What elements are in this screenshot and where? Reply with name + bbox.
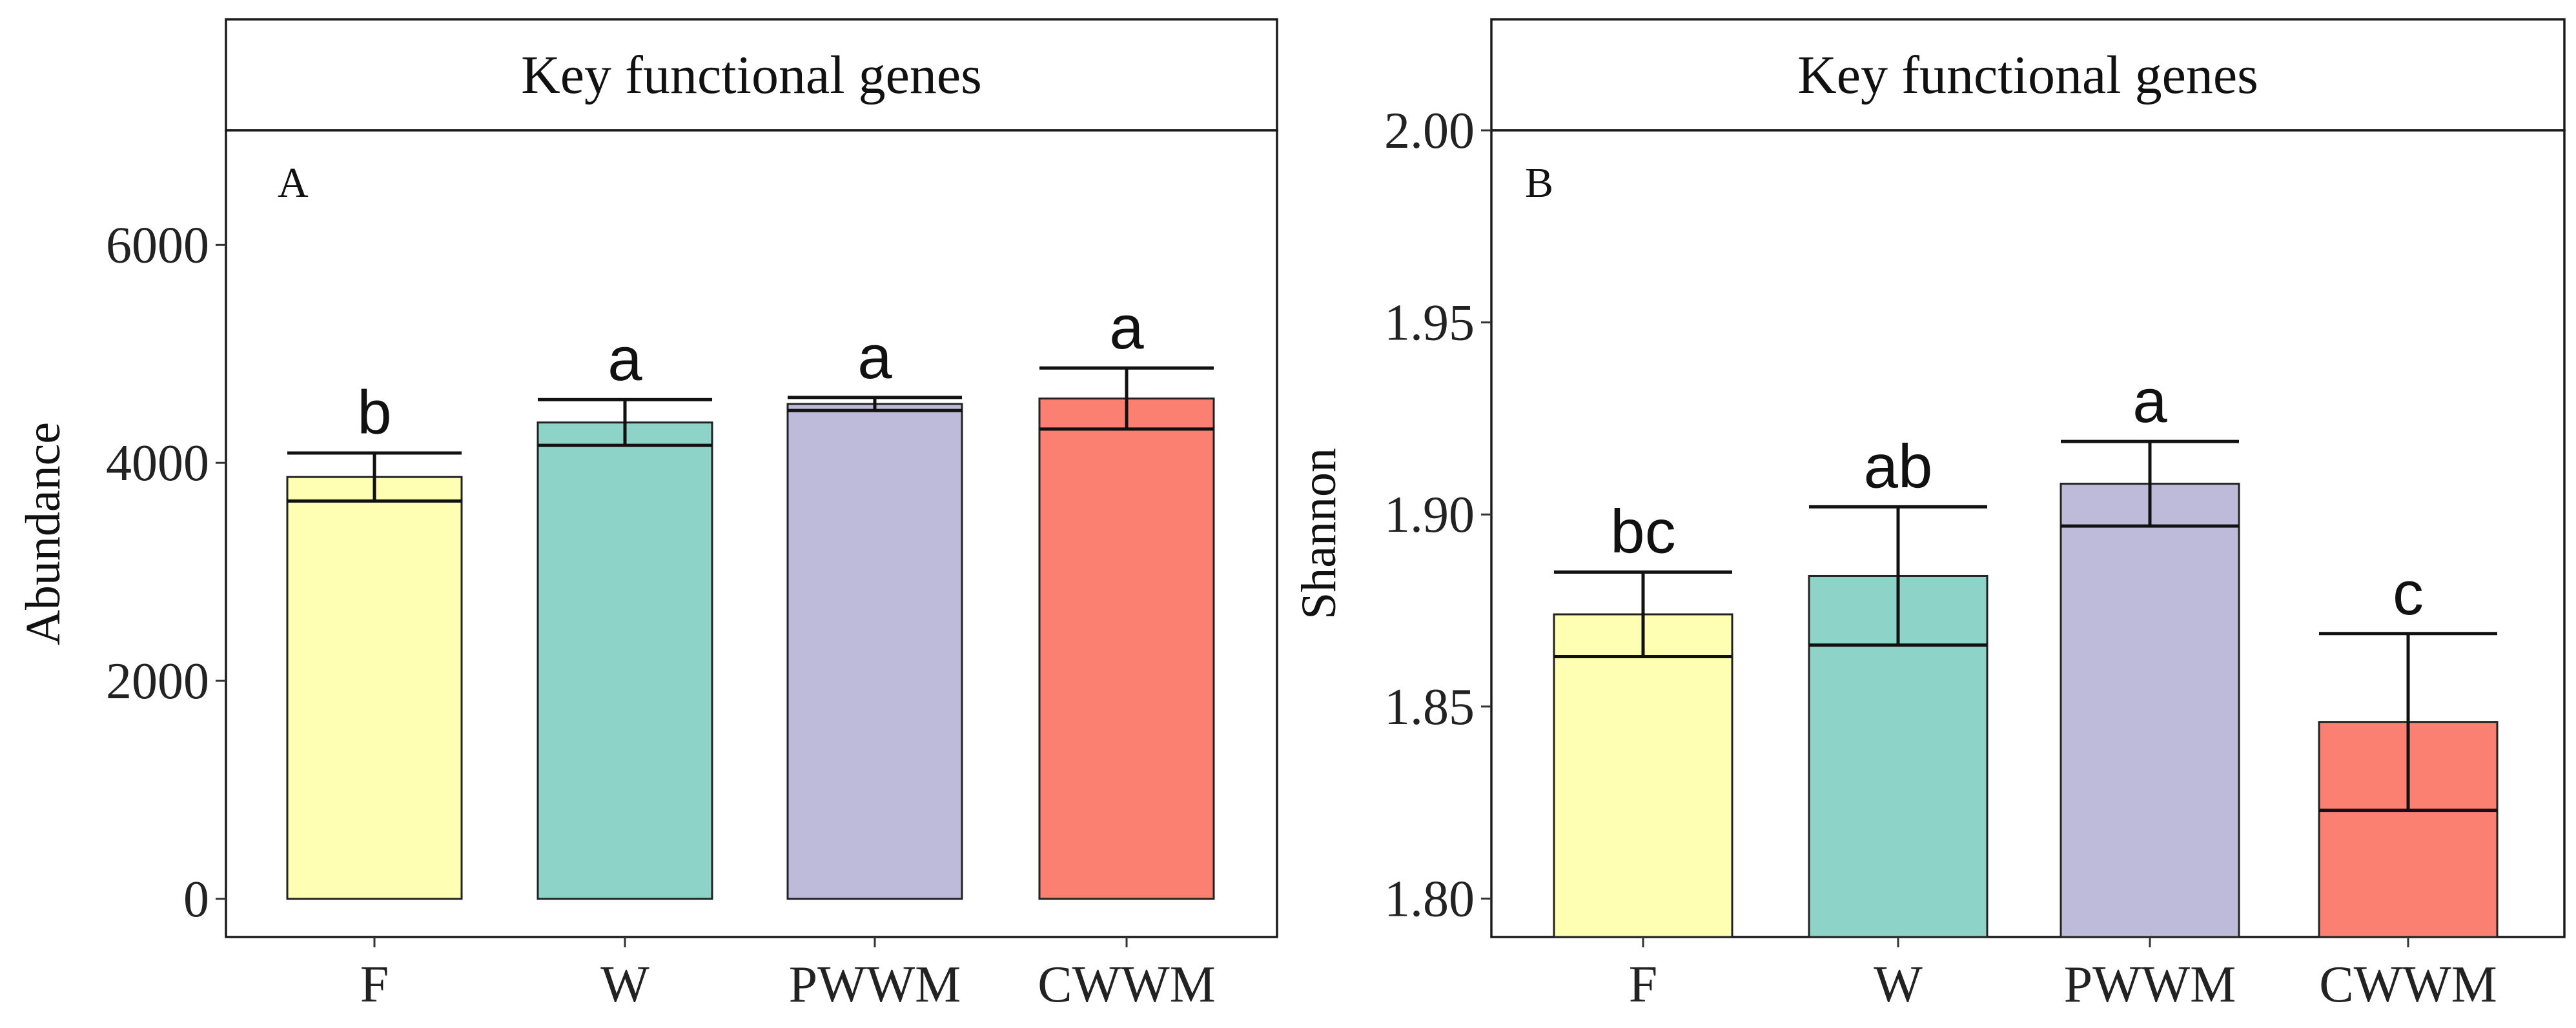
panel-a-significance-letter: a bbox=[608, 325, 642, 394]
panel-b-strip bbox=[1490, 18, 2566, 132]
panel-a-significance-letter: a bbox=[1109, 293, 1144, 362]
panel-a-y-tick-label: 0 bbox=[183, 871, 209, 928]
panel-b-y-axis: 1.80 1.85 1.90 1.95 2.00 bbox=[1384, 103, 1491, 927]
panel-a-y-tick-label: 6000 bbox=[106, 217, 209, 274]
panel-b: Key functional genes B Shannon 1.801.851… bbox=[1292, 18, 2566, 1013]
panel-a-significance-letter: a bbox=[857, 323, 892, 392]
panel-a-significance-letter: b bbox=[357, 378, 391, 447]
panel-b-significance-letter: ab bbox=[1864, 432, 1933, 501]
panel-b-bar-pwwm bbox=[2060, 483, 2240, 938]
panel-a-y-axis: 0 2000 4000 6000 bbox=[106, 217, 226, 928]
panel-a-x-tick-label: PWWM bbox=[789, 956, 961, 1013]
panel-b-strip-title: Key functional genes bbox=[1797, 45, 2258, 105]
panel-a-bars: b a a a bbox=[286, 293, 1215, 900]
panel-b-y-tick-label: 1.90 bbox=[1384, 487, 1475, 543]
panel-a-strip-title: Key functional genes bbox=[521, 45, 982, 105]
panel-a-y-tick-label: 2000 bbox=[106, 653, 209, 710]
panel-b-y-tick-label: 1.85 bbox=[1384, 679, 1475, 736]
panel-b-significance-letter: c bbox=[2393, 559, 2424, 628]
panel-b-label: B bbox=[1525, 159, 1553, 207]
panel-b-x-tick-label: CWWM bbox=[2319, 956, 2497, 1013]
panel-b-x-tick-label: W bbox=[1874, 956, 1923, 1013]
panel-b-x-tick-label: F bbox=[1629, 956, 1658, 1013]
panel-b-y-axis-title: Shannon bbox=[1292, 448, 1346, 620]
panel-a-y-tick-label: 4000 bbox=[106, 435, 209, 492]
panel-b-significance-letter: a bbox=[2132, 367, 2167, 436]
panel-a-x-tick-label: CWWM bbox=[1038, 956, 1216, 1013]
panel-a-bar-cwwm bbox=[1038, 398, 1215, 900]
panel-b-y-tick-label: 2.00 bbox=[1384, 103, 1475, 159]
panel-b-y-tick-label: 1.80 bbox=[1384, 871, 1475, 927]
panel-a-x-axis: F W PWWM CWWM bbox=[360, 937, 1216, 1013]
panel-a-bar-w bbox=[537, 421, 713, 900]
panel-b-y-tick-label: 1.95 bbox=[1384, 295, 1475, 352]
panel-b-x-tick-label: PWWM bbox=[2064, 956, 2236, 1013]
panel-a: Key functional genes A Abundance 0 2000 40… bbox=[16, 18, 1278, 1013]
panel-b-significance-letter: bc bbox=[1610, 498, 1675, 567]
panel-a-y-axis-title: Abundance bbox=[16, 422, 70, 645]
panel-a-label: A bbox=[278, 159, 309, 207]
panel-a-strip bbox=[225, 18, 1278, 132]
panel-a-x-tick-label: F bbox=[360, 956, 389, 1013]
panel-a-bar-f bbox=[286, 476, 463, 900]
panel-a-bar-pwwm bbox=[786, 403, 963, 900]
panel-b-x-axis: F W PWWM CWWM bbox=[1629, 937, 2497, 1013]
panel-b-bars: bc ab a c bbox=[1553, 367, 2499, 938]
panel-b-bar-f bbox=[1553, 613, 1733, 938]
panel-a-x-tick-label: W bbox=[600, 956, 649, 1013]
